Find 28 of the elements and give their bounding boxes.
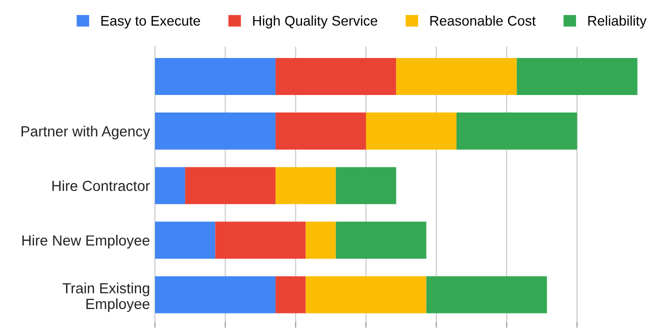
legend-label: Easy to Execute	[101, 16, 200, 28]
bar	[185, 167, 276, 204]
bar	[154, 112, 276, 150]
legend-label: Reasonable Cost	[430, 16, 536, 26]
bar	[516, 58, 638, 96]
bar	[276, 276, 306, 314]
bar	[276, 112, 366, 150]
bar	[276, 58, 396, 96]
bar	[154, 276, 276, 314]
bar	[396, 58, 517, 96]
bar	[154, 58, 276, 96]
bar	[154, 222, 216, 259]
bar	[336, 222, 426, 259]
y-tick-label: Hire Contractor	[52, 180, 150, 192]
bar	[276, 167, 336, 204]
bar	[306, 222, 336, 259]
y-tick-label: Train Existing Employee	[62, 282, 150, 312]
legend-label: High Quality Service	[253, 16, 378, 28]
y-tick-label: Hire New Employee	[22, 234, 150, 248]
bar	[154, 167, 186, 204]
bar	[306, 276, 426, 314]
bar	[456, 112, 578, 150]
bar	[426, 276, 547, 314]
y-tick-label: Partner with Agency	[22, 126, 150, 140]
bar	[215, 222, 306, 259]
bar	[366, 112, 456, 150]
legend-label: Reliability	[588, 16, 647, 28]
bar	[336, 167, 396, 204]
